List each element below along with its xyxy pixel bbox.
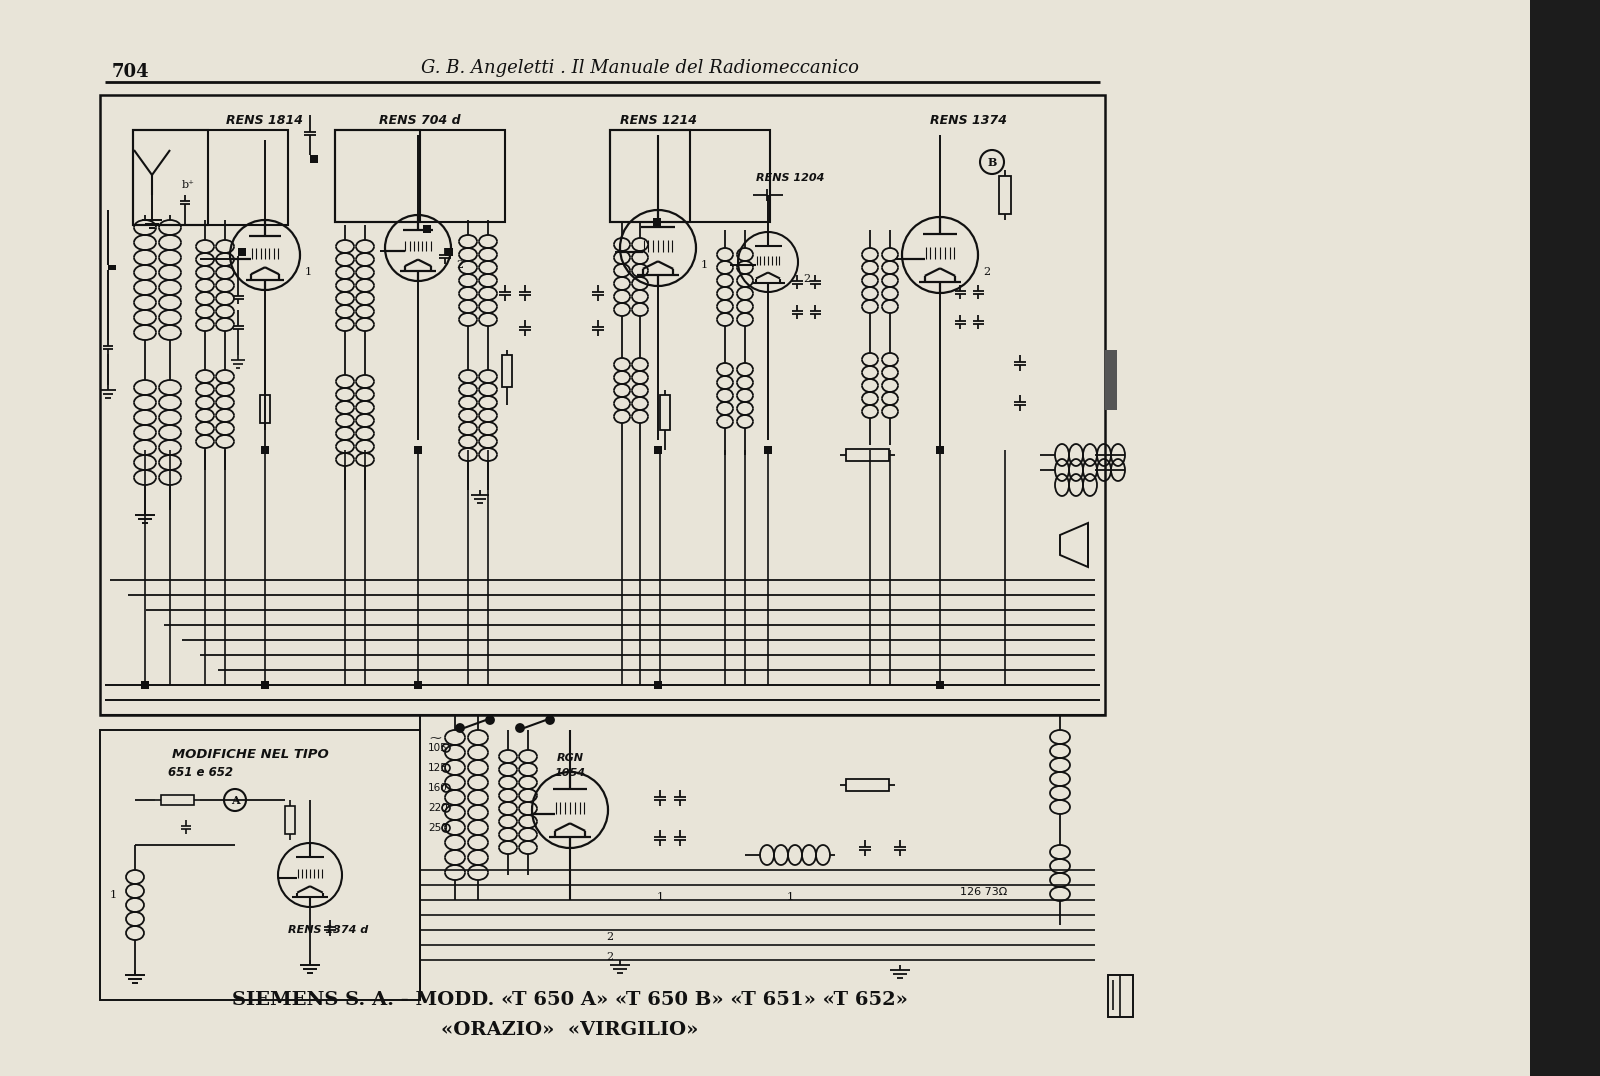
Bar (654, 445, 662, 454)
Text: 1: 1 (701, 260, 709, 270)
Text: 2: 2 (606, 932, 613, 942)
Bar (99, 730, 419, 1000)
Bar (502, 355, 512, 387)
Text: 651 e 652: 651 e 652 (168, 766, 232, 779)
Bar (998, 176, 1011, 214)
Bar (653, 217, 661, 226)
Text: RGN: RGN (557, 753, 584, 763)
Bar (99, 95, 1106, 714)
Text: RENS 704 d: RENS 704 d (379, 113, 461, 127)
Bar (238, 247, 246, 256)
Text: 1: 1 (787, 892, 794, 902)
Bar (846, 449, 890, 461)
Text: G. B. Angeletti . Il Manuale del Radiomeccanico: G. B. Angeletti . Il Manuale del Radiome… (421, 59, 859, 77)
Bar (310, 155, 318, 162)
Bar (936, 445, 944, 454)
Text: RENS 1814: RENS 1814 (227, 113, 304, 127)
Circle shape (456, 724, 464, 732)
Text: A: A (230, 794, 240, 806)
Text: 1: 1 (306, 267, 312, 277)
Bar (610, 130, 690, 222)
Bar (1107, 975, 1133, 1017)
Text: RENS 1374: RENS 1374 (930, 113, 1006, 127)
Text: 250: 250 (429, 823, 448, 833)
Bar (765, 445, 771, 454)
Text: RENS 1204: RENS 1204 (755, 173, 824, 183)
Bar (261, 445, 269, 454)
Bar (141, 681, 149, 689)
Text: 1054: 1054 (555, 768, 586, 778)
Text: ~: ~ (429, 730, 442, 747)
Bar (1530, 0, 1600, 1076)
Bar (414, 445, 422, 454)
Bar (422, 225, 430, 232)
Text: 125: 125 (429, 763, 448, 773)
Bar (654, 681, 662, 689)
Bar (334, 130, 506, 222)
Bar (414, 681, 422, 689)
Text: SIEMENS S. A. - MODD. «T 650 A» «T 650 B» «T 651» «T 652»: SIEMENS S. A. - MODD. «T 650 A» «T 650 B… (232, 991, 907, 1009)
Circle shape (546, 716, 554, 724)
Text: 2: 2 (982, 267, 990, 277)
Bar (259, 395, 270, 423)
Text: B: B (987, 156, 997, 168)
Text: b⁺: b⁺ (182, 180, 195, 190)
Bar (162, 795, 194, 805)
Text: MODIFICHE NEL TIPO: MODIFICHE NEL TIPO (171, 749, 328, 762)
Bar (1106, 350, 1117, 410)
Bar (261, 681, 269, 689)
Text: «ORAZIO»  «VIRGILIO»: «ORAZIO» «VIRGILIO» (442, 1021, 699, 1039)
Bar (109, 265, 115, 270)
Circle shape (515, 724, 525, 732)
Text: 2: 2 (606, 952, 613, 962)
Text: 105: 105 (429, 744, 448, 753)
Text: 160: 160 (429, 783, 448, 793)
Circle shape (486, 716, 494, 724)
Text: 220: 220 (429, 803, 448, 813)
Bar (846, 779, 890, 791)
Text: 2: 2 (803, 274, 810, 284)
Bar (610, 130, 770, 222)
Bar (936, 681, 944, 689)
Text: RENS 1214: RENS 1214 (619, 113, 696, 127)
Text: RENS 1374 d: RENS 1374 d (288, 925, 368, 935)
Bar (285, 806, 294, 834)
Text: 1: 1 (656, 892, 664, 902)
Text: 2: 2 (456, 260, 462, 270)
Bar (133, 130, 288, 225)
Text: 704: 704 (110, 63, 149, 81)
Bar (661, 395, 670, 430)
Bar (445, 247, 453, 256)
Text: 1: 1 (110, 890, 117, 900)
Text: 126 73Ω: 126 73Ω (960, 887, 1008, 897)
Bar (334, 130, 419, 222)
Bar (133, 130, 208, 225)
